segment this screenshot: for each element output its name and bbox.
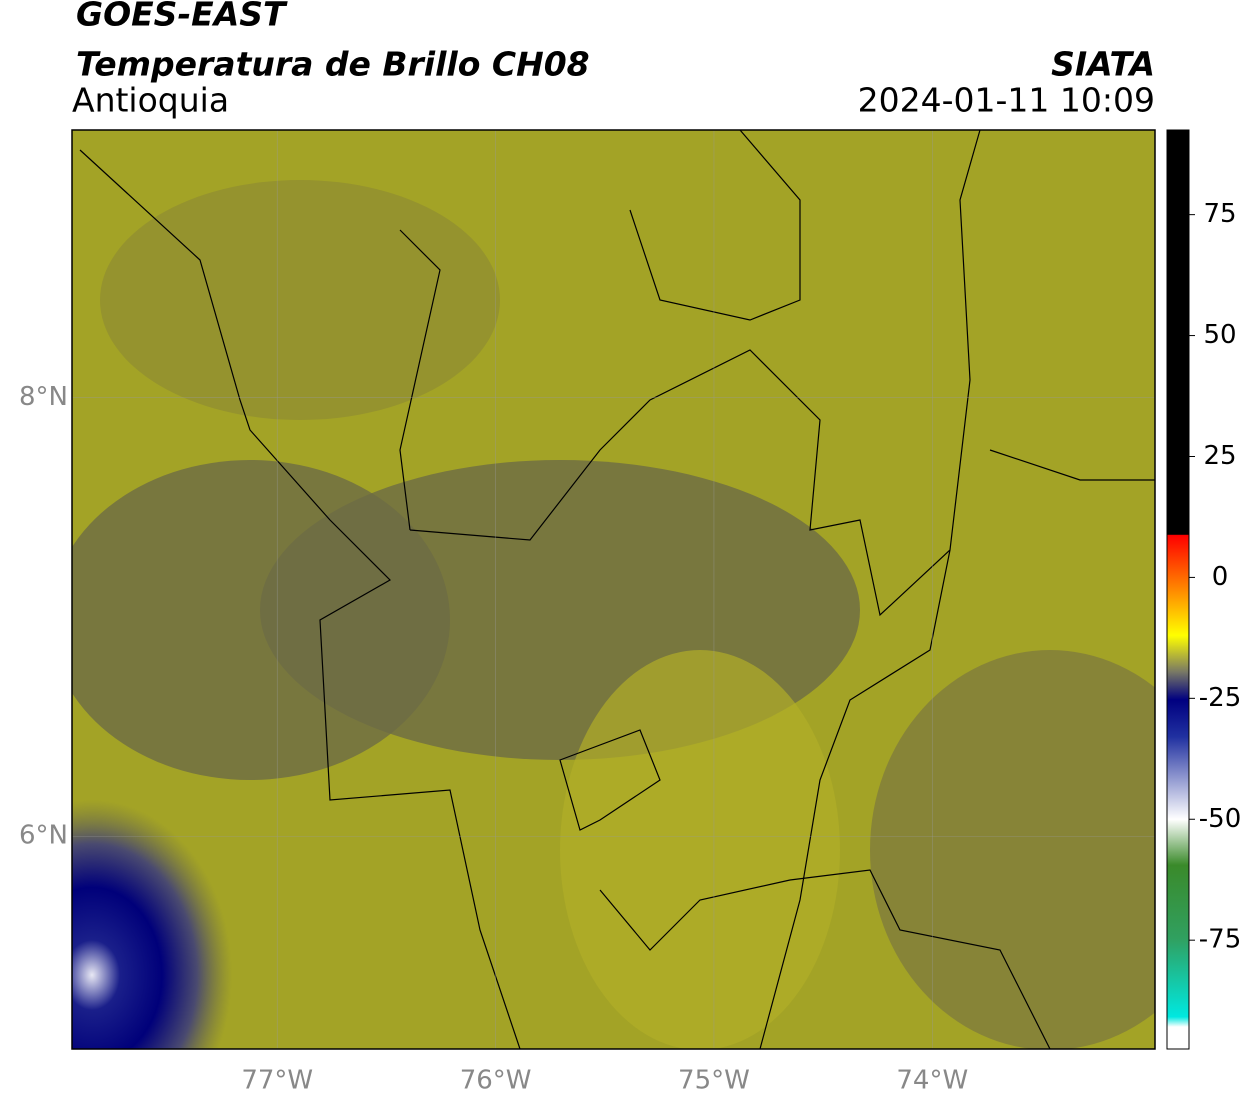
lon-tick-label: 75°W [678, 1066, 750, 1096]
lon-tick-label: 77°W [241, 1066, 313, 1096]
graticule [72, 130, 1155, 1049]
colorbar-tick-label: 50 [1203, 320, 1236, 350]
colorbar-tick-label: -75 [1199, 925, 1241, 955]
source: SIATA [1051, 45, 1155, 84]
lat-tick-label: 8°N [19, 382, 68, 412]
colorbar-tick-label: 0 [1212, 562, 1229, 592]
colorbar [1166, 129, 1190, 1050]
colorbar-tick-label: -25 [1199, 683, 1241, 713]
lat-tick-label: 6°N [19, 821, 68, 851]
subtitle: Temperatura de Brillo CH08 [76, 45, 590, 84]
datetime: 2024-01-11 10:09 [858, 81, 1155, 120]
map-image [72, 130, 1155, 1049]
region: Antioquia [72, 81, 229, 120]
lon-tick-label: 76°W [460, 1066, 532, 1096]
colorbar-tick-label: -50 [1199, 804, 1241, 834]
map-frame [71, 129, 1156, 1050]
title: GOES-EAST [76, 0, 288, 34]
colorbar-tick-label: 75 [1203, 199, 1236, 229]
lon-tick-label: 74°W [896, 1066, 968, 1096]
colorbar-tick-label: 25 [1203, 441, 1236, 471]
header: GOES-EAST Temperatura de Brillo CH08 Ant… [72, 0, 1155, 120]
